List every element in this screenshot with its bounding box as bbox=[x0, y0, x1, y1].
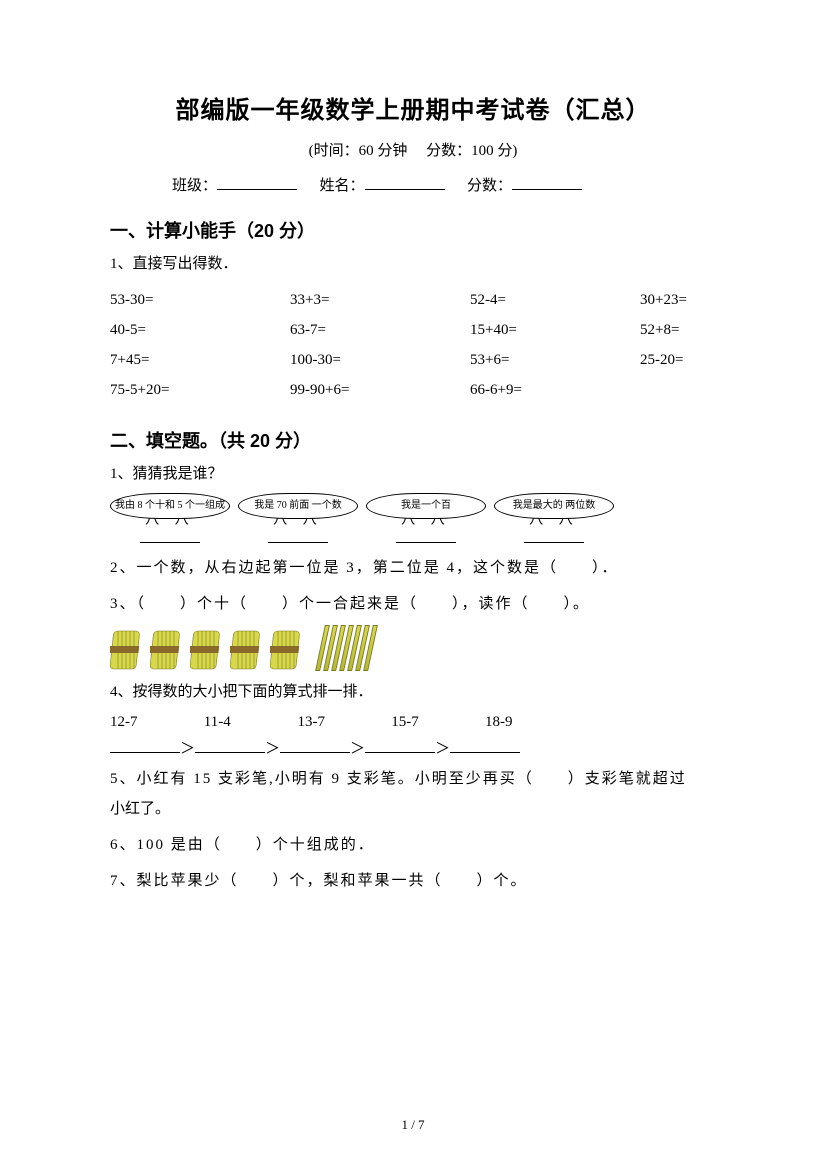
expr: 11-4 bbox=[204, 707, 294, 737]
s2-q1-label: 1、猜猜我是谁？ bbox=[110, 459, 716, 489]
answer-blank[interactable] bbox=[450, 752, 520, 753]
student-info-line: 班级： 姓名： 分数： bbox=[110, 174, 716, 195]
riddle-figure: 我由 8 个十和 5 个一组成 八 八 bbox=[110, 493, 230, 525]
exam-page: 部编版一年级数学上册期中考试卷（汇总） (时间：60 分钟 分数：100 分) … bbox=[0, 0, 826, 1169]
calc-cell: 100-30= bbox=[290, 345, 470, 375]
answer-blank[interactable] bbox=[140, 542, 200, 543]
calc-cell: 66-6+9= bbox=[470, 375, 640, 405]
calc-cell: 52+8= bbox=[640, 315, 679, 345]
expr: 13-7 bbox=[298, 707, 388, 737]
stick-bundle-icon bbox=[150, 629, 186, 671]
name-blank[interactable] bbox=[365, 174, 445, 190]
section-2-heading: 二、填空题。（共 20 分） bbox=[110, 427, 716, 453]
s2-q4-exprs: 12-7 11-4 13-7 15-7 18-9 bbox=[110, 707, 716, 737]
section-1-heading: 一、计算小能手（20 分） bbox=[110, 217, 716, 243]
counting-sticks-figure bbox=[110, 625, 716, 671]
answer-blank[interactable] bbox=[365, 752, 435, 753]
expr: 15-7 bbox=[391, 707, 481, 737]
answer-blank[interactable] bbox=[195, 752, 265, 753]
speech-bubble: 我是 70 前面 一个数 bbox=[238, 493, 358, 519]
speech-bubble: 我由 8 个十和 5 个一组成 bbox=[110, 493, 230, 519]
answer-blank[interactable] bbox=[268, 542, 328, 543]
loose-sticks bbox=[320, 625, 373, 671]
expr: 12-7 bbox=[110, 707, 200, 737]
s2-q5-a: 5、小红有 15 支彩笔,小明有 9 支彩笔。小明至少再买（ ）支彩笔就超过 bbox=[110, 764, 716, 794]
doc-meta: (时间：60 分钟 分数：100 分) bbox=[110, 139, 716, 160]
s1-q1-label: 1、直接写出得数． bbox=[110, 249, 716, 279]
stick-bundle-icon bbox=[190, 629, 226, 671]
calc-cell: 15+40= bbox=[470, 315, 640, 345]
calc-cell: 33+3= bbox=[290, 285, 470, 315]
calc-cell: 75-5+20= bbox=[110, 375, 290, 405]
name-label: 姓名： bbox=[320, 178, 365, 194]
s2-q5-b: 小红了。 bbox=[110, 794, 716, 824]
calc-cell: 53-30= bbox=[110, 285, 290, 315]
class-label: 班级： bbox=[172, 178, 217, 194]
calc-cell: 63-7= bbox=[290, 315, 470, 345]
calc-row: 53-30= 33+3= 52-4= 30+23= bbox=[110, 285, 716, 315]
calc-cell: 40-5= bbox=[110, 315, 290, 345]
calc-grid: 53-30= 33+3= 52-4= 30+23= 40-5= 63-7= 15… bbox=[110, 285, 716, 405]
riddle-figure: 我是最大的 两位数 八 八 bbox=[494, 493, 614, 525]
answer-blank[interactable] bbox=[524, 542, 584, 543]
stick-bundle-icon bbox=[110, 629, 146, 671]
answer-blank[interactable] bbox=[110, 752, 180, 753]
calc-cell: 7+45= bbox=[110, 345, 290, 375]
s2-q6: 6、100 是由（ ）个十组成的． bbox=[110, 830, 716, 860]
answer-blank[interactable] bbox=[396, 542, 456, 543]
score-label: 分数： bbox=[467, 178, 512, 194]
speech-bubble: 我是一个百 bbox=[366, 493, 486, 519]
page-footer: 1 / 7 bbox=[0, 1117, 826, 1133]
calc-cell: 52-4= bbox=[470, 285, 640, 315]
speech-bubble: 我是最大的 两位数 bbox=[494, 493, 614, 519]
calc-cell: 53+6= bbox=[470, 345, 640, 375]
riddle-figures: 我由 8 个十和 5 个一组成 八 八 我是 70 前面 一个数 八 八 我是一… bbox=[110, 493, 716, 525]
calc-row: 7+45= 100-30= 53+6= 25-20= bbox=[110, 345, 716, 375]
calc-cell: 30+23= bbox=[640, 285, 687, 315]
calc-row: 75-5+20= 99-90+6= 66-6+9= bbox=[110, 375, 716, 405]
stick-bundle-icon bbox=[230, 629, 266, 671]
doc-title: 部编版一年级数学上册期中考试卷（汇总） bbox=[110, 90, 716, 125]
riddle-figure: 我是 70 前面 一个数 八 八 bbox=[238, 493, 358, 525]
riddle-figure: 我是一个百 八 八 bbox=[366, 493, 486, 525]
expr: 18-9 bbox=[485, 707, 575, 737]
calc-cell: 25-20= bbox=[640, 345, 683, 375]
stick-bundle-icon bbox=[270, 629, 306, 671]
calc-row: 40-5= 63-7= 15+40= 52+8= bbox=[110, 315, 716, 345]
s2-q2: 2、一个数，从右边起第一位是 3，第二位是 4，这个数是（ ）． bbox=[110, 553, 716, 583]
calc-cell: 99-90+6= bbox=[290, 375, 470, 405]
s2-q4-order-line: ＞＞＞＞ bbox=[110, 737, 716, 758]
s2-q4-label: 4、按得数的大小把下面的算式排一排． bbox=[110, 677, 716, 707]
class-blank[interactable] bbox=[217, 174, 297, 190]
answer-blank[interactable] bbox=[280, 752, 350, 753]
score-blank[interactable] bbox=[512, 174, 582, 190]
riddle-answer-blanks bbox=[110, 531, 716, 547]
s2-q7: 7、梨比苹果少（ ）个，梨和苹果一共（ ）个。 bbox=[110, 866, 716, 896]
s2-q3: 3、（ ）个十（ ）个一合起来是（ ），读作（ ）。 bbox=[110, 589, 716, 619]
